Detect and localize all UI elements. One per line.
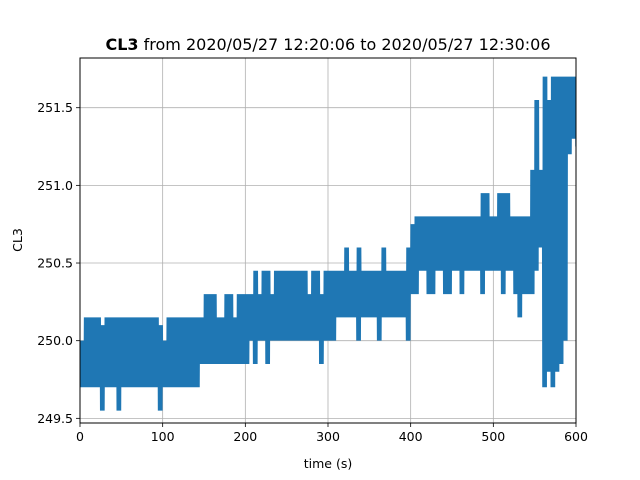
x-tick-label: 0	[76, 429, 84, 444]
y-axis-label: CL3	[10, 228, 25, 252]
x-tick-label: 400	[399, 429, 423, 444]
y-tick-label: 250.0	[37, 333, 73, 348]
y-tick-label: 249.5	[37, 411, 73, 426]
x-tick-label: 600	[564, 429, 588, 444]
y-tick-label: 251.0	[37, 178, 73, 193]
chart-title-rest: from 2020/05/27 12:20:06 to 2020/05/27 1…	[139, 35, 551, 54]
x-tick-label: 200	[233, 429, 257, 444]
x-tick-label: 300	[316, 429, 340, 444]
x-tick-label: 100	[151, 429, 175, 444]
y-tick-label: 251.5	[37, 100, 73, 115]
y-tick-label: 250.5	[37, 256, 73, 271]
series-line	[80, 76, 576, 411]
chart-title-bold: CL3	[105, 35, 138, 54]
x-axis-label: time (s)	[304, 456, 352, 471]
y-axis: 249.5 250.0 250.5 251.0 251.5	[37, 100, 80, 426]
chart-title: CL3 from 2020/05/27 12:20:06 to 2020/05/…	[105, 35, 550, 54]
x-axis: 0 100 200 300 400 500 600	[76, 423, 588, 444]
x-tick-label: 500	[481, 429, 505, 444]
series-cl3	[80, 76, 576, 411]
